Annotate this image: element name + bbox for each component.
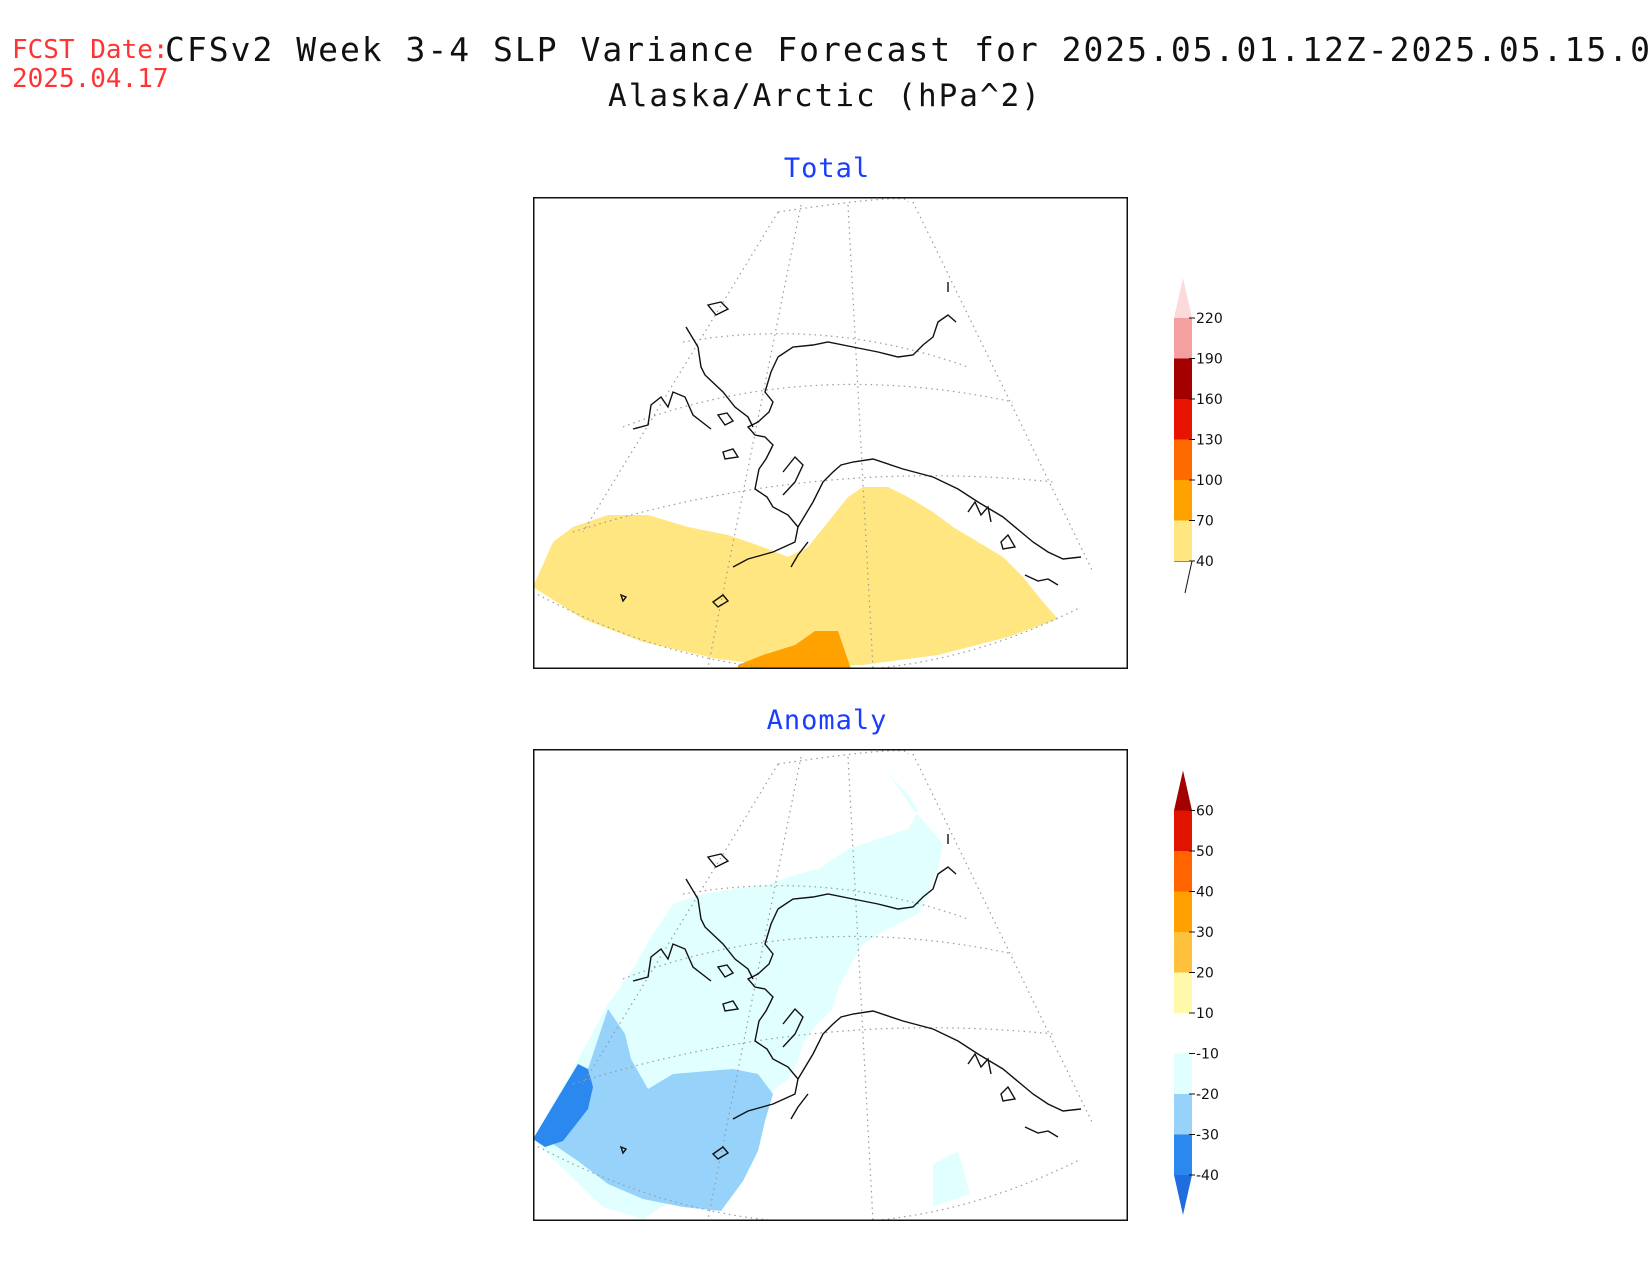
anomaly-colorbar-label: -10	[1196, 1047, 1219, 1063]
anomaly-colorbar-label: 20	[1196, 966, 1214, 982]
anomaly-colorbar-box	[1174, 972, 1192, 1013]
anomaly-colorbar: -40 -30 -20 -10 10 20 30 40 50 60	[1174, 770, 1219, 1215]
total-colorbar-box	[1174, 439, 1192, 480]
anomaly-colorbar-box	[1174, 851, 1192, 892]
anomaly-shade-minus30	[553, 1009, 773, 1211]
anomaly-colorbar-label: -20	[1196, 1087, 1219, 1103]
graticule	[533, 198, 1094, 669]
anomaly-colorbar-box	[1174, 1094, 1192, 1135]
anomaly-colorbar-label: 40	[1196, 885, 1214, 901]
total-map-frame	[533, 197, 1128, 669]
anomaly-colorbar-box	[1174, 1134, 1192, 1175]
forecast-date-label: FCST Date:	[12, 35, 169, 65]
anomaly-colorbar-label: -40	[1196, 1168, 1219, 1184]
anomaly-colorbar-box	[1174, 810, 1192, 851]
total-variance-map	[533, 197, 1128, 669]
anomaly-colorbar-label: -30	[1196, 1128, 1219, 1144]
total-colorbar-label: 220	[1196, 311, 1223, 327]
anomaly-colorbar-label: 50	[1196, 844, 1214, 860]
total-colorbar-lower-tail	[1174, 560, 1193, 594]
total-shade-40-70	[533, 487, 1058, 667]
page-subtitle: Alaska/Arctic (hPa^2)	[608, 78, 1042, 114]
total-colorbar: 40 70 100 130 160 190 220	[1174, 278, 1223, 594]
anomaly-colorbar-label: 30	[1196, 925, 1214, 941]
anomaly-map-frame	[533, 749, 1128, 1221]
anomaly-variance-map	[533, 749, 1128, 1221]
forecast-date-block: FCST Date: 2025.04.17	[12, 36, 169, 94]
total-panel-title: Total	[783, 153, 871, 184]
forecast-date-value: 2025.04.17	[12, 64, 169, 94]
anomaly-colorbar-lower-tail	[1174, 1175, 1192, 1215]
total-colorbar-box	[1174, 399, 1192, 440]
anomaly-colorbar-label: 10	[1196, 1006, 1214, 1022]
total-colorbar-label: 100	[1196, 473, 1223, 489]
total-colorbar-box	[1174, 318, 1192, 359]
anomaly-shade-minus10-patch	[933, 1151, 970, 1207]
total-colorbar-box	[1174, 480, 1192, 521]
anomaly-colorbar-label: 60	[1196, 804, 1214, 820]
total-colorbar-label: 130	[1196, 433, 1223, 449]
total-colorbar-upper-tail	[1174, 278, 1192, 318]
page-title: CFSv2 Week 3-4 SLP Variance Forecast for…	[165, 30, 1650, 69]
anomaly-panel-title: Anomaly	[766, 705, 888, 736]
anomaly-colorbar-box	[1174, 891, 1192, 932]
anomaly-colorbar-box	[1174, 932, 1192, 973]
coastline	[619, 282, 1082, 608]
anomaly-colorbar-upper-tail	[1174, 770, 1192, 811]
total-colorbar-label: 40	[1196, 554, 1214, 570]
total-colorbar-box	[1174, 520, 1192, 561]
total-colorbar-box	[1174, 358, 1192, 399]
total-colorbar-label: 70	[1196, 514, 1214, 530]
total-shade-70-100	[738, 631, 851, 669]
anomaly-colorbar-box	[1174, 1013, 1192, 1054]
total-colorbar-label: 160	[1196, 392, 1223, 408]
total-colorbar-label: 190	[1196, 352, 1223, 368]
anomaly-shade-minus40	[533, 1064, 593, 1147]
anomaly-colorbar-box	[1174, 1053, 1192, 1094]
